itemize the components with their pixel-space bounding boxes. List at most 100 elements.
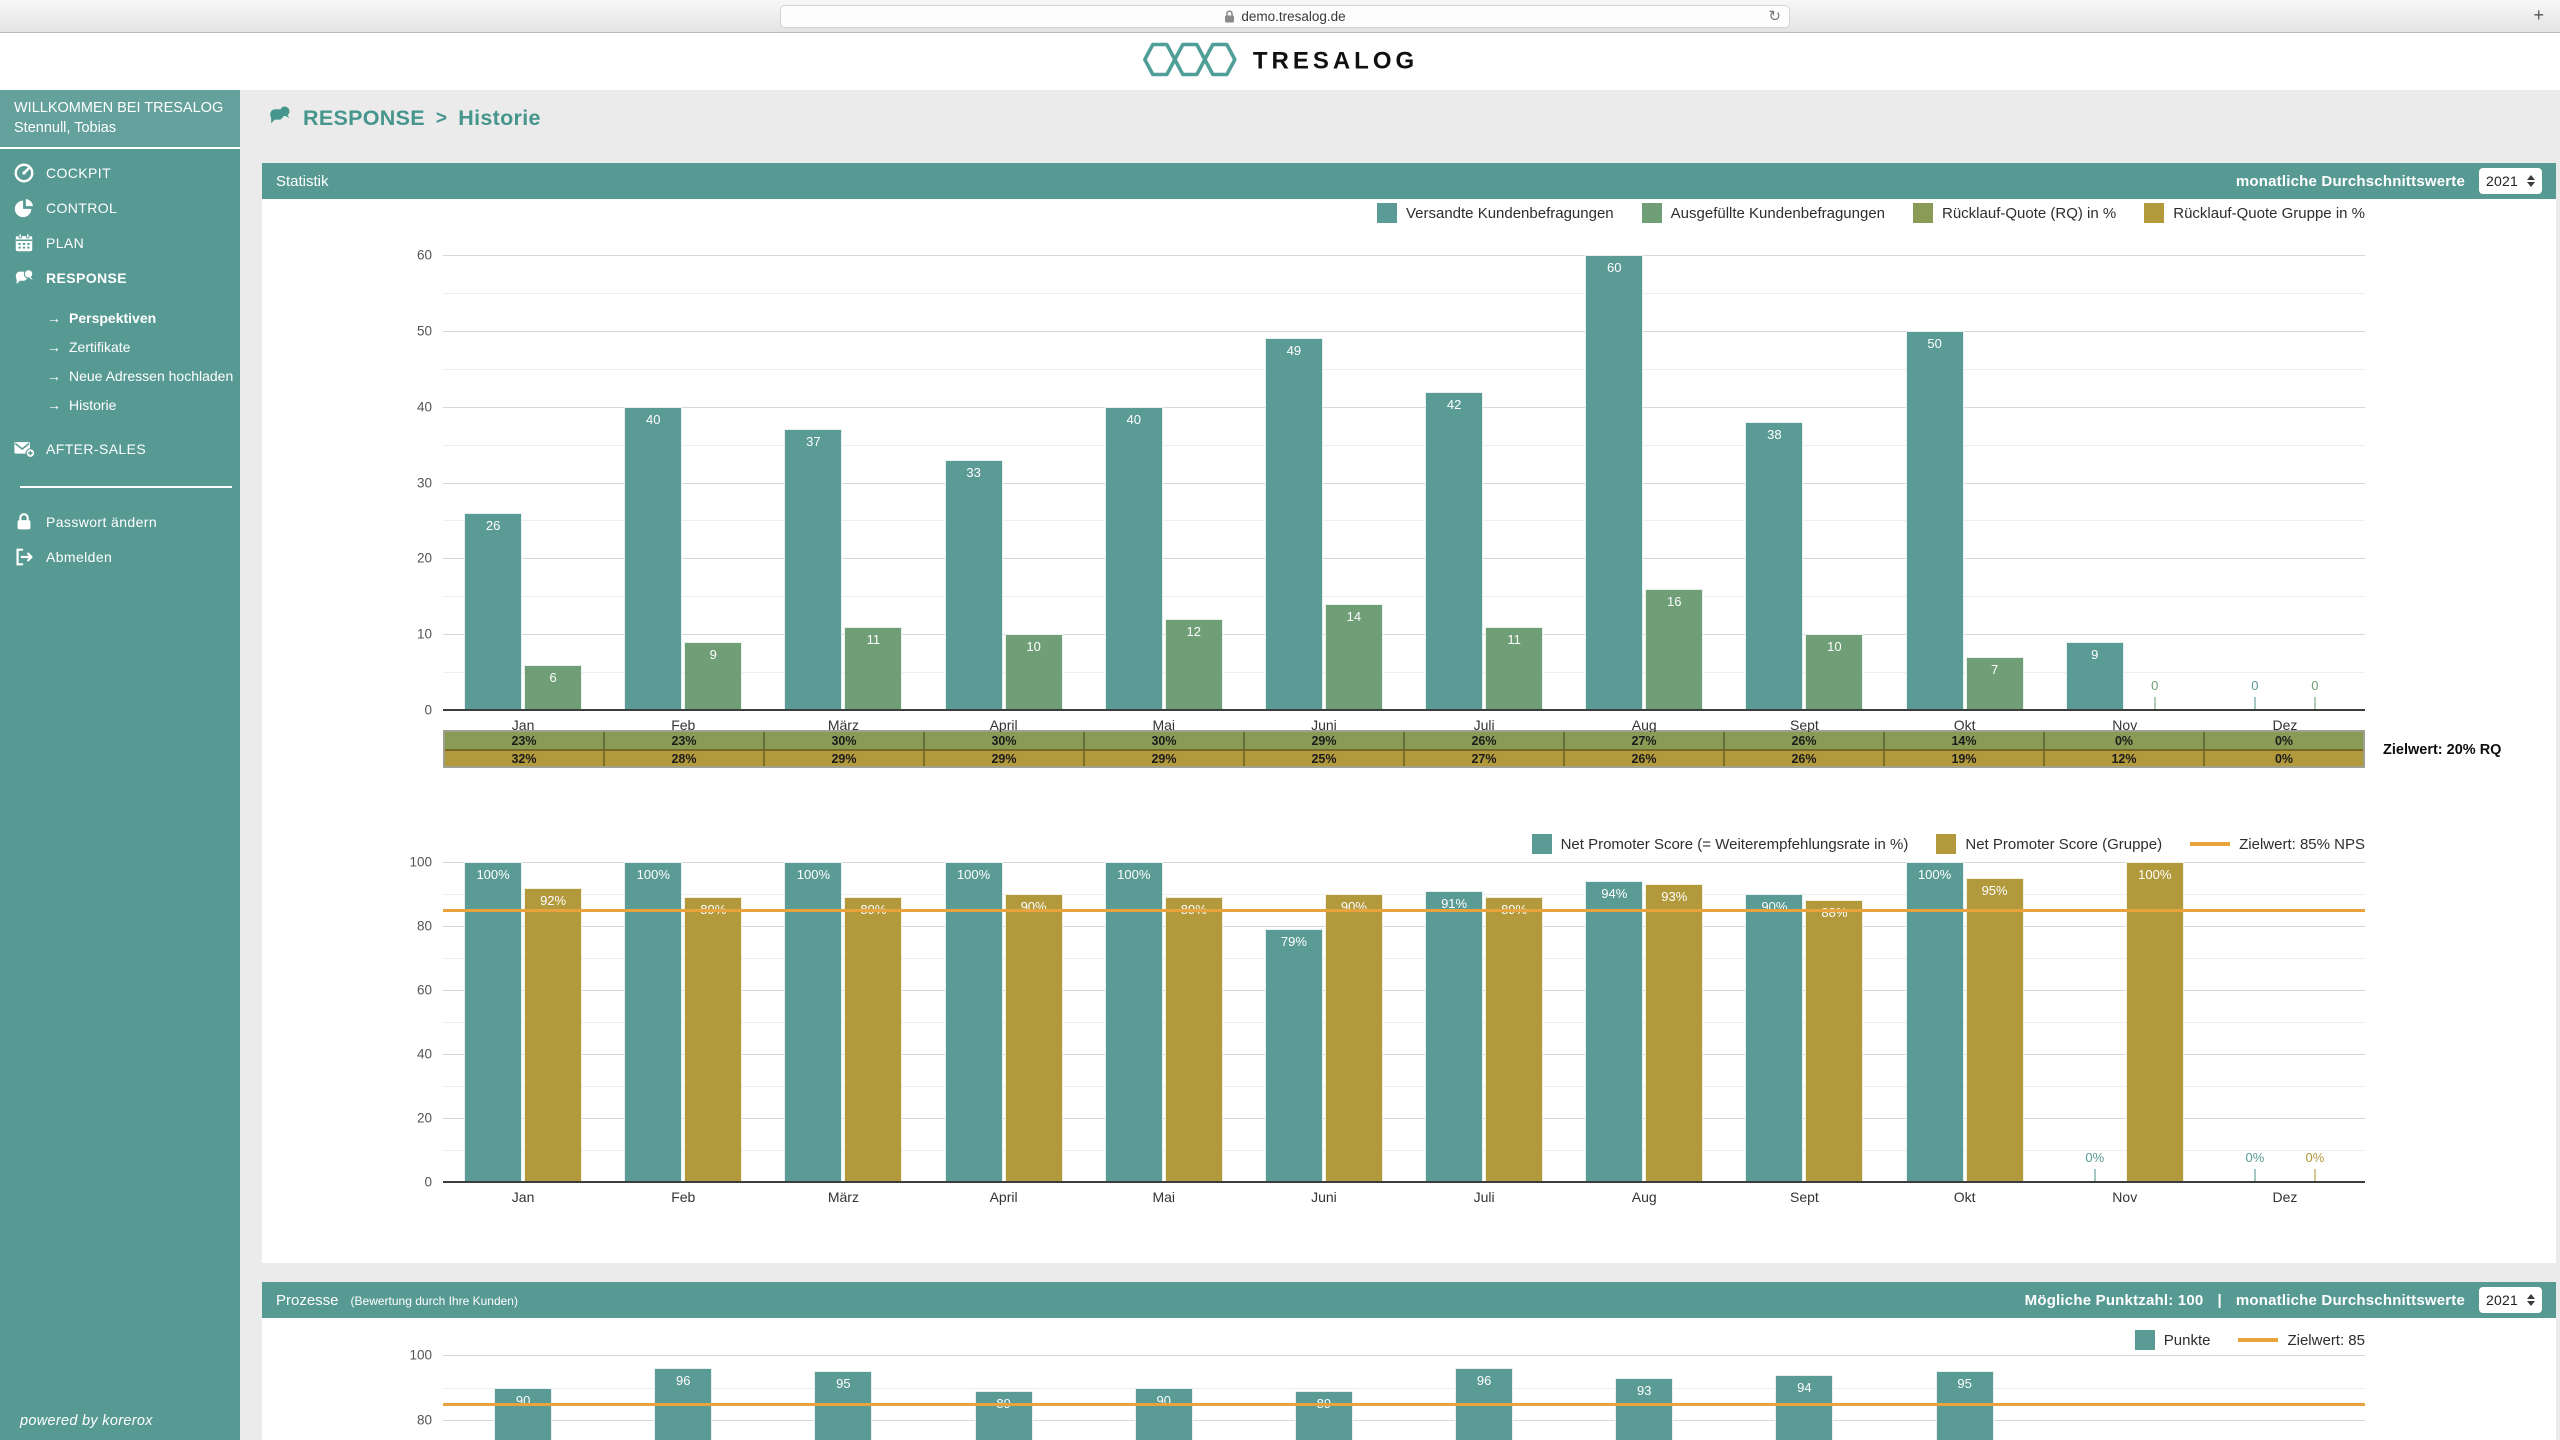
sidebar-item-label: AFTER-SALES <box>46 440 147 457</box>
y-axis-tick-label: 60 <box>416 247 432 263</box>
gridline <box>443 482 2365 484</box>
legend-item: Zielwert: 85% NPS <box>2190 836 2365 853</box>
percentage-cell: 23% <box>511 733 537 748</box>
arrow-icon: → <box>47 367 61 384</box>
bar <box>1645 884 1704 1182</box>
y-axis-tick-label: 0 <box>424 702 432 718</box>
percentage-cell: 29% <box>763 751 923 766</box>
bar-value-label: 0% <box>2245 1150 2265 1165</box>
browser-chrome: demo.tresalog.de ↻ + <box>0 0 2560 33</box>
percentage-cell: 26% <box>1723 732 1883 749</box>
x-axis-month-label: Juni <box>1311 1189 1337 1205</box>
bar-value-label: 10 <box>1827 639 1842 655</box>
y-axis-tick-label: 20 <box>416 1110 432 1126</box>
y-axis-tick-label: 80 <box>416 918 432 934</box>
legend-item: Versandte Kundenbefragungen <box>1376 203 1614 223</box>
bar-value-label: 14 <box>1346 608 1362 624</box>
legend-item: Ausgefüllte Kundenbefragungen <box>1641 203 1885 223</box>
gridline <box>443 1022 2365 1023</box>
year-value: 2021 <box>2486 1292 2518 1308</box>
gridline <box>443 1420 2365 1421</box>
sidebar-item-label: CONTROL <box>46 199 118 216</box>
x-axis-month-label: April <box>989 1189 1018 1205</box>
bar <box>1324 894 1383 1182</box>
x-axis-month-label: Sept <box>1790 717 1819 733</box>
sidebar-item-label: PLAN <box>46 234 85 251</box>
bar-value-label: 9 <box>2091 646 2099 662</box>
zero-bar-tick <box>2253 697 2256 710</box>
new-tab-button[interactable]: + <box>2533 5 2544 25</box>
year-select[interactable]: 2021 <box>2479 168 2542 194</box>
arrow-icon: → <box>47 309 61 326</box>
bar-value-label: 26 <box>485 517 501 533</box>
refresh-icon[interactable]: ↻ <box>1768 8 1781 25</box>
lock-icon <box>13 511 35 533</box>
bar <box>1004 894 1063 1182</box>
sidebar-item-passwort[interactable]: Passwort ändern <box>0 504 240 539</box>
zero-bar-tick <box>2313 1169 2316 1182</box>
url-bar[interactable]: demo.tresalog.de ↻ <box>780 5 1790 28</box>
bar-value-label: 42 <box>1446 396 1462 412</box>
bar <box>1104 406 1163 710</box>
bar-value-label: 9 <box>709 646 717 662</box>
rq-percentage-table: 23% 23% 30% 30% 30% 29% 26% 27% 26% 14% 0% 0% 32% 28%… <box>443 730 2365 768</box>
bar-value-label: 100% <box>796 867 831 882</box>
y-axis-tick-label: 40 <box>416 1046 432 1062</box>
sidebar-item-label: Abmelden <box>46 548 113 565</box>
year-select[interactable]: 2021 <box>2479 1287 2542 1313</box>
sidebar-item-abmelden[interactable]: Abmelden <box>0 539 240 574</box>
percentage-cell: 19% <box>1883 751 2043 766</box>
sidebar-item-response[interactable]: RESPONSE <box>0 260 240 295</box>
bar <box>784 862 843 1182</box>
x-axis-month-label: Nov <box>2112 1189 2138 1205</box>
sidebar-item-control[interactable]: CONTROL <box>0 190 240 225</box>
bar <box>1264 929 1323 1182</box>
percentage-cell: 27% <box>1563 732 1723 749</box>
bar-value-label: 88% <box>1821 905 1848 921</box>
bar <box>1104 862 1163 1182</box>
nps-bar-chart: 0 20 40 60 80 100 Jan Feb März April Mai Juni Juli Au… <box>409 855 2365 1205</box>
averages-label: monatliche Durchschnittswerte <box>2235 172 2466 190</box>
percentage-cell: 32% <box>511 751 537 766</box>
bar-value-label: 40 <box>646 411 661 427</box>
gridline <box>443 1355 2365 1356</box>
chat-icon <box>13 267 35 289</box>
bar <box>624 862 683 1182</box>
bar <box>1294 1390 1353 1440</box>
statistik-panel: Statistik monatliche Durchschnittswerte … <box>262 163 2556 1263</box>
bar <box>1745 421 1804 710</box>
gridline <box>443 1086 2365 1087</box>
x-axis-month-label: Jan <box>511 717 535 733</box>
sidebar-item-historie[interactable]: → Historie <box>0 390 240 419</box>
x-axis-month-label: Juli <box>1473 1189 1495 1205</box>
x-axis-month-label: Jan <box>511 1189 535 1205</box>
bar <box>1615 1377 1674 1440</box>
sidebar-item-cockpit[interactable]: COCKPIT <box>0 155 240 190</box>
bar-value-label: 38 <box>1767 426 1782 442</box>
legend-item: Punkte <box>2134 1330 2210 1350</box>
sidebar-item-plan[interactable]: PLAN <box>0 225 240 260</box>
gridline <box>443 330 2365 332</box>
bar-value-label: 50 <box>1927 335 1942 351</box>
x-axis-month-label: Okt <box>1953 1189 1976 1205</box>
bar-value-label: 100% <box>636 867 670 882</box>
breadcrumb-page: Historie <box>458 106 541 130</box>
legend-swatch <box>1376 203 1397 223</box>
breadcrumb-section[interactable]: RESPONSE <box>303 106 425 130</box>
gridline <box>443 292 2365 294</box>
gridline <box>443 406 2365 408</box>
sidebar-item-perspektiven[interactable]: → Perspektiven <box>0 303 240 332</box>
legend-item: Rücklauf-Quote Gruppe in % <box>2144 203 2365 223</box>
sidebar-item-zertifikate[interactable]: → Zertifikate <box>0 332 240 361</box>
powered-by: powered by korerox <box>20 1413 153 1429</box>
sidebar-item-after-sales[interactable]: AFTER-SALES <box>0 431 240 466</box>
statistik-header: Statistik monatliche Durchschnittswerte … <box>262 163 2556 199</box>
legend-item: Net Promoter Score (Gruppe) <box>1936 834 2162 854</box>
sidebar-item-neue-adressen[interactable]: → Neue Adressen hochladen <box>0 361 240 390</box>
prozesse-panel: Prozesse (Bewertung durch Ihre Kunden) M… <box>262 1282 2556 1440</box>
x-axis-month-label: Aug <box>1631 1189 1657 1205</box>
gridline <box>443 558 2365 560</box>
response-submenu: → Perspektiven → Zertifikate → Neue Adre… <box>0 303 240 419</box>
gridline <box>443 672 2365 674</box>
bar-value-label: 7 <box>1990 661 1999 677</box>
